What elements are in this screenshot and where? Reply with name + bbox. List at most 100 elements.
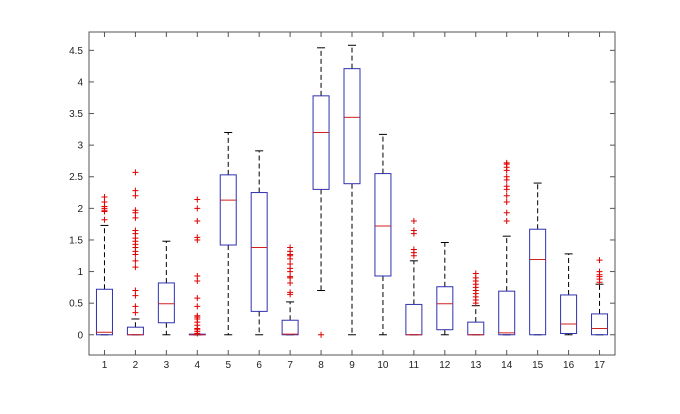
box-group-3 bbox=[157, 240, 175, 336]
x-tick-label: 1 bbox=[102, 360, 108, 371]
y-tick-label: 2 bbox=[77, 204, 83, 215]
outlier-marker bbox=[596, 257, 603, 264]
outlier-marker bbox=[503, 183, 510, 190]
box-group-11 bbox=[405, 217, 423, 336]
outlier-marker bbox=[503, 199, 510, 206]
box-group-5 bbox=[219, 132, 237, 336]
y-axis: 0 0.5 1 1.5 2 2.5 3 3.5 4 4.5 bbox=[69, 46, 615, 341]
box-group-10 bbox=[374, 133, 392, 336]
x-tick-label: 11 bbox=[409, 360, 420, 371]
x-tick-label: 7 bbox=[287, 360, 293, 371]
outlier-marker bbox=[194, 272, 201, 279]
x-tick-label: 5 bbox=[225, 360, 231, 371]
box bbox=[312, 95, 330, 190]
x-axis: 1 2 3 4 5 6 7 8 9 10 11 12 13 14 15 16 17 bbox=[102, 32, 606, 371]
box-group-13 bbox=[467, 270, 485, 336]
box-group-6 bbox=[250, 150, 268, 336]
box bbox=[95, 288, 113, 336]
outlier-marker bbox=[132, 303, 139, 310]
box bbox=[374, 173, 392, 277]
outlier-marker bbox=[287, 289, 294, 296]
x-tick-label: 3 bbox=[164, 360, 170, 371]
outlier-marker bbox=[472, 270, 479, 277]
x-tick-label: 12 bbox=[439, 360, 451, 371]
y-tick-label: 3 bbox=[77, 141, 83, 152]
y-tick-label: 4 bbox=[77, 77, 83, 88]
box bbox=[560, 294, 578, 335]
outlier-marker bbox=[132, 192, 139, 199]
outlier-marker bbox=[132, 207, 139, 214]
outlier-marker bbox=[132, 187, 139, 194]
box-group-8 bbox=[312, 47, 330, 338]
outlier-marker bbox=[194, 295, 201, 302]
outlier-marker bbox=[503, 209, 510, 216]
box-group-16 bbox=[560, 253, 578, 336]
y-tick-label: 0.5 bbox=[69, 299, 83, 310]
outlier-marker bbox=[287, 260, 294, 267]
x-tick-label: 13 bbox=[470, 360, 482, 371]
box-group-14 bbox=[498, 159, 516, 336]
outlier-marker bbox=[503, 217, 510, 224]
box bbox=[157, 282, 175, 324]
outlier-marker bbox=[194, 303, 201, 310]
x-tick-label: 8 bbox=[318, 360, 324, 371]
outlier-marker bbox=[132, 264, 139, 271]
outlier-marker bbox=[503, 159, 510, 166]
outlier-marker bbox=[194, 196, 201, 203]
box-group-9 bbox=[343, 44, 361, 336]
y-tick-label: 1.5 bbox=[69, 235, 83, 246]
outlier-marker bbox=[410, 227, 417, 234]
outlier-marker bbox=[596, 268, 603, 275]
outlier-marker bbox=[194, 217, 201, 224]
outlier-marker bbox=[132, 309, 139, 316]
outlier-marker bbox=[132, 257, 139, 264]
x-tick-label: 15 bbox=[532, 360, 544, 371]
box-group-17 bbox=[591, 257, 609, 336]
x-tick-label: 14 bbox=[501, 360, 513, 371]
outlier-marker bbox=[101, 216, 108, 223]
y-tick-label: 3.5 bbox=[69, 109, 83, 120]
box bbox=[219, 174, 237, 246]
box-group-2 bbox=[126, 169, 144, 336]
outlier-marker bbox=[101, 193, 108, 200]
outlier-marker bbox=[194, 278, 201, 285]
box-group-4 bbox=[188, 196, 206, 337]
box-group-1 bbox=[95, 193, 113, 336]
box-group-15 bbox=[529, 182, 547, 336]
outlier-marker bbox=[132, 292, 139, 299]
box-group-12 bbox=[436, 241, 454, 336]
x-tick-label: 6 bbox=[256, 360, 262, 371]
outlier-marker bbox=[101, 199, 108, 206]
outlier-marker bbox=[132, 169, 139, 176]
outlier-marker bbox=[194, 205, 201, 212]
outlier-marker bbox=[132, 214, 139, 221]
outlier-marker bbox=[503, 192, 510, 199]
outlier-marker bbox=[287, 279, 294, 286]
box bbox=[281, 319, 299, 336]
outlier-marker bbox=[410, 217, 417, 224]
box bbox=[529, 228, 547, 336]
boxes bbox=[95, 44, 609, 338]
box bbox=[343, 68, 361, 185]
x-tick-label: 4 bbox=[195, 360, 201, 371]
x-tick-label: 16 bbox=[563, 360, 575, 371]
box bbox=[591, 313, 609, 336]
outlier-marker bbox=[318, 331, 325, 338]
outlier-marker bbox=[503, 173, 510, 180]
y-tick-label: 1 bbox=[77, 267, 83, 278]
outlier-marker bbox=[287, 273, 294, 280]
box bbox=[498, 290, 516, 336]
y-tick-label: 4.5 bbox=[69, 46, 83, 57]
box bbox=[250, 192, 268, 312]
y-tick-label: 0 bbox=[77, 330, 83, 341]
x-tick-label: 17 bbox=[594, 360, 606, 371]
outlier-marker bbox=[194, 234, 201, 241]
x-tick-label: 2 bbox=[133, 360, 139, 371]
y-tick-label: 2.5 bbox=[69, 172, 83, 183]
outlier-marker bbox=[132, 287, 139, 294]
outlier-marker bbox=[287, 244, 294, 251]
x-tick-label: 10 bbox=[377, 360, 389, 371]
outlier-marker bbox=[194, 312, 201, 319]
box-group-7 bbox=[281, 244, 299, 336]
